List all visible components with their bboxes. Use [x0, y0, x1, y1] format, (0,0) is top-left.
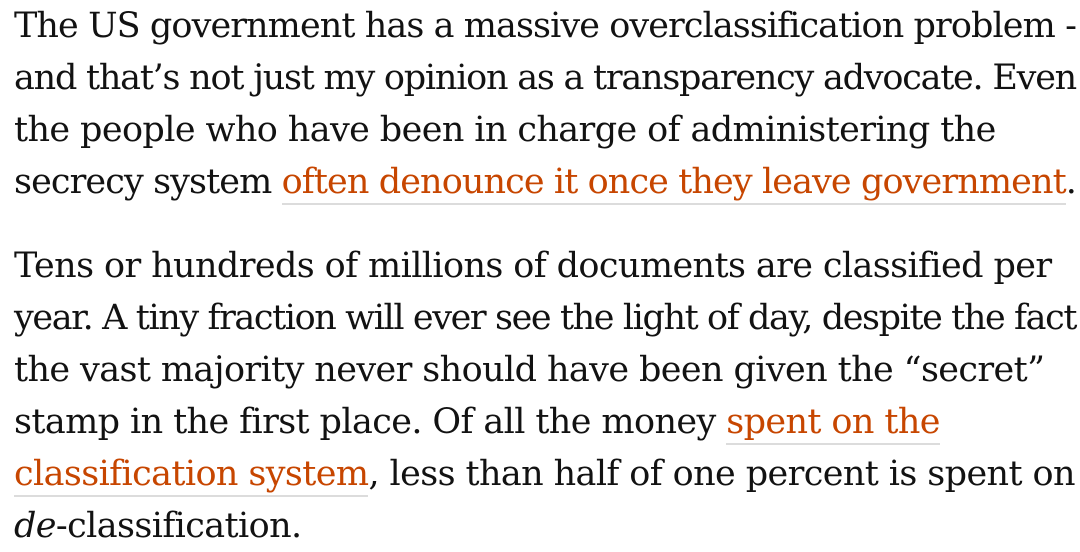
text-fragment: .	[1065, 162, 1077, 202]
text-line: stamp in the first place. Of all the mon…	[14, 396, 1080, 448]
link-classification-spending-part1[interactable]: spent on the	[726, 402, 940, 445]
article-body: The US government has a massive overclas…	[14, 0, 1080, 552]
text-fragment: secrecy system	[14, 162, 282, 202]
text-fragment: , less than half of one percent is spent…	[368, 454, 1075, 494]
text-line: Tens or hundreds of millions of document…	[14, 246, 1052, 286]
paragraph-documents-classified: Tens or hundreds of millions of document…	[14, 240, 1080, 552]
link-denounce-secrecy[interactable]: often denounce it once they leave govern…	[281, 162, 1067, 205]
text-line: and that’s not just my opinion as a tran…	[14, 58, 1077, 98]
link-classification-spending-part2[interactable]: classification system	[14, 454, 369, 497]
text-line: the people who have been in charge of ad…	[14, 110, 996, 150]
emphasis-de: de	[14, 506, 57, 546]
text-line: the vast majority never should have been…	[14, 350, 1045, 390]
text-line: classification system, less than half of…	[14, 448, 1080, 500]
text-line: de-classification.	[14, 500, 1080, 552]
text-fragment: -classification.	[55, 506, 302, 546]
text-line: secrecy system often denounce it once th…	[14, 156, 1080, 208]
text-fragment: stamp in the first place. Of all the mon…	[14, 402, 727, 442]
paragraph-overclassification: The US government has a massive overclas…	[14, 0, 1080, 208]
text-line: The US government has a massive overclas…	[14, 6, 1077, 46]
text-line: year. A tiny fraction will ever see the …	[14, 298, 1077, 338]
